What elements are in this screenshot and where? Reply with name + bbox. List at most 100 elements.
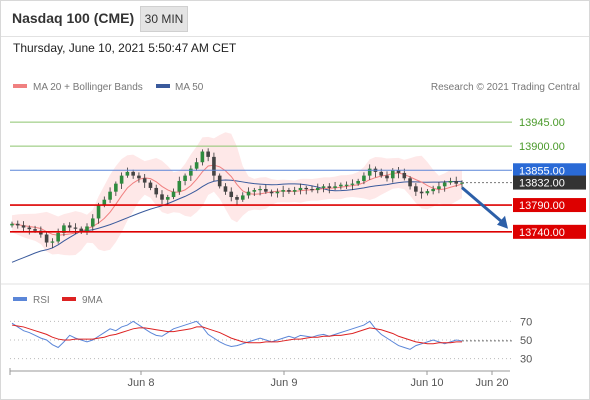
candle-body — [425, 191, 430, 194]
candle-body — [292, 190, 297, 192]
candle — [50, 238, 55, 248]
candle-body — [96, 205, 101, 219]
candle — [448, 177, 453, 185]
candle — [177, 176, 182, 195]
candle-body — [419, 191, 424, 194]
candle-body — [108, 191, 112, 200]
rsi-ma-swatch — [62, 297, 76, 301]
candle — [160, 190, 164, 204]
candle-body — [125, 171, 130, 176]
candle-body — [281, 190, 285, 192]
rsi-legend-label: RSI — [33, 295, 50, 306]
candle-body — [212, 156, 216, 176]
candle — [96, 202, 101, 224]
candle — [131, 169, 135, 179]
candle-body — [304, 187, 309, 190]
ma20-legend-label: MA 20 + Bollinger Bands — [33, 82, 143, 93]
price-level-label: 13832.00 — [519, 178, 565, 190]
candle-body — [362, 175, 366, 181]
bollinger-band — [12, 132, 462, 256]
candle — [235, 194, 239, 206]
price-level-label: 13900.00 — [519, 141, 565, 153]
x-tick-label: Jun 8 — [128, 377, 155, 389]
candle-body — [379, 171, 384, 176]
candle — [223, 183, 228, 195]
candle-body — [385, 175, 389, 179]
timeframe-button[interactable]: 30 MIN — [140, 6, 188, 32]
candle — [367, 164, 372, 180]
candle-body — [85, 226, 89, 232]
candle-body — [90, 218, 95, 227]
candle-body — [194, 162, 199, 169]
candle-body — [356, 180, 360, 184]
candle-body — [408, 178, 412, 187]
candle — [321, 184, 326, 193]
candle-body — [206, 151, 210, 157]
candle-body — [160, 194, 164, 200]
candle-body — [333, 186, 337, 188]
candle — [246, 187, 251, 199]
credit-text: Research © 2021 Trading Central — [431, 82, 580, 93]
candle — [114, 181, 118, 196]
price-level-label: 13740.00 — [519, 227, 565, 239]
price-level-support: 13740.00 — [10, 224, 586, 239]
rsi-tick-label: 50 — [520, 335, 532, 347]
candle — [85, 223, 89, 236]
candle — [344, 181, 349, 189]
ma50-swatch — [156, 84, 170, 88]
candle — [137, 172, 141, 183]
candle-body — [252, 190, 257, 192]
candle-body — [437, 186, 441, 189]
candle-body — [344, 184, 349, 186]
candle-body — [315, 187, 320, 191]
candle — [44, 232, 49, 247]
candle — [148, 180, 153, 191]
candle-body — [67, 225, 72, 228]
candle-body — [62, 225, 66, 233]
candle — [275, 188, 280, 198]
candle-body — [390, 170, 395, 179]
candle-body — [189, 168, 193, 176]
price-level-pivot: 13855.00 — [10, 163, 586, 178]
candle — [212, 152, 216, 181]
candle — [217, 173, 222, 189]
candle-body — [396, 170, 401, 173]
candle — [252, 187, 257, 196]
candle-body — [44, 234, 49, 243]
candle-body — [448, 180, 453, 183]
x-tick: Jun 9 — [271, 371, 298, 389]
price-level-label: 13855.00 — [519, 165, 565, 177]
candle — [10, 221, 14, 228]
price-level-last: 13832.00 — [462, 175, 586, 190]
x-tick-label: Jun 9 — [271, 377, 298, 389]
price-level-label: 13790.00 — [519, 200, 565, 212]
candle-body — [414, 186, 418, 192]
candle-body — [327, 186, 332, 188]
candle-body — [114, 183, 118, 192]
candle-body — [79, 228, 84, 232]
rsi-swatch — [13, 297, 27, 301]
candle — [356, 178, 360, 186]
candle — [171, 188, 176, 200]
ma20-swatch — [13, 84, 27, 88]
candle — [165, 194, 170, 206]
candle-body — [154, 187, 159, 195]
candle-body — [131, 171, 135, 176]
candle — [396, 167, 401, 179]
candle — [454, 176, 459, 187]
timestamp: Thursday, June 10, 2021 5:50:47 AM CET — [13, 41, 237, 55]
candle-body — [460, 182, 464, 184]
candle-body — [264, 189, 268, 192]
candle — [125, 167, 130, 178]
candle — [200, 149, 205, 166]
price-level-badge — [513, 224, 586, 239]
candle — [460, 180, 464, 188]
candle — [269, 189, 274, 197]
candle-body — [165, 197, 170, 200]
candle — [362, 172, 366, 185]
price-legend: MA 20 + Bollinger Bands MA 50 Research ©… — [13, 82, 580, 93]
x-tick-label: Jun 20 — [475, 377, 508, 389]
candle-body — [298, 187, 303, 191]
candle — [15, 220, 20, 229]
